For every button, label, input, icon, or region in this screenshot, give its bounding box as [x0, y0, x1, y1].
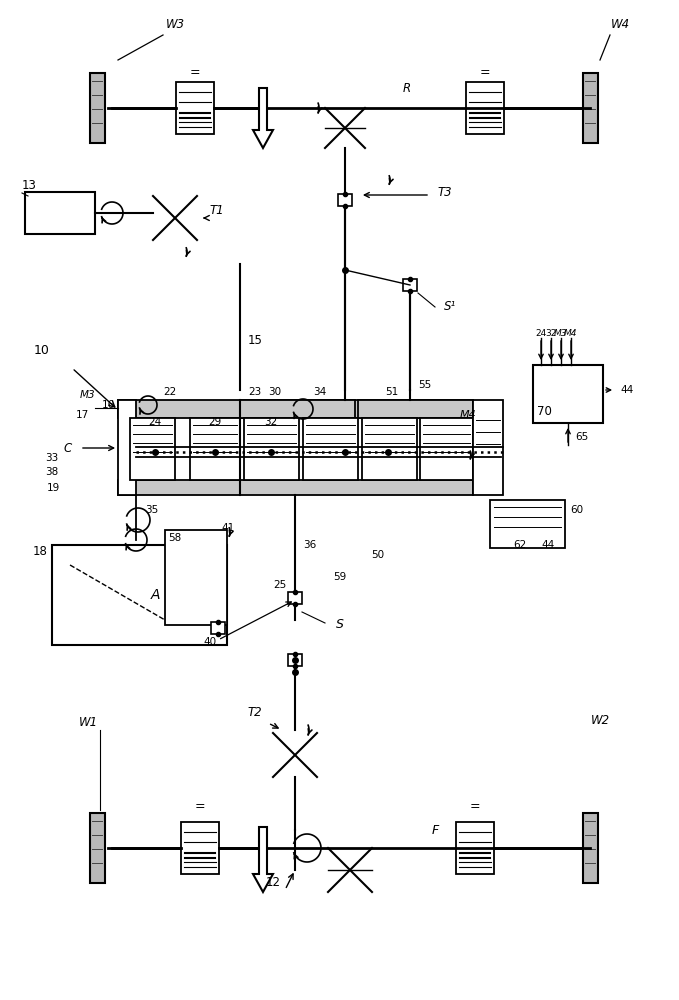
- Text: 58: 58: [168, 533, 181, 543]
- Bar: [130, 418, 175, 480]
- Bar: [583, 813, 598, 883]
- Text: 22: 22: [164, 387, 177, 397]
- Bar: [118, 400, 473, 418]
- Text: F: F: [431, 824, 439, 836]
- Text: 23: 23: [249, 387, 261, 397]
- Text: W1: W1: [79, 716, 98, 728]
- Text: 30: 30: [268, 387, 282, 397]
- Bar: [240, 400, 355, 418]
- Text: S¹: S¹: [444, 300, 456, 314]
- Text: =: =: [470, 800, 480, 814]
- Text: 44: 44: [621, 385, 634, 395]
- Text: T2: T2: [248, 706, 262, 720]
- Text: 29: 29: [208, 417, 221, 427]
- Bar: [25, 192, 95, 234]
- Text: 32: 32: [545, 328, 557, 338]
- Text: 41: 41: [221, 523, 235, 533]
- Bar: [288, 654, 302, 666]
- Text: 25: 25: [274, 580, 287, 590]
- Text: 12: 12: [265, 876, 280, 888]
- Text: 24: 24: [535, 328, 547, 338]
- Bar: [583, 73, 598, 143]
- Bar: [190, 418, 240, 480]
- Text: 17: 17: [75, 410, 89, 420]
- Text: 60: 60: [570, 505, 583, 515]
- Bar: [244, 418, 299, 480]
- Text: 51: 51: [386, 387, 399, 397]
- Text: 59: 59: [333, 572, 346, 582]
- Bar: [362, 418, 417, 480]
- Text: M3: M3: [80, 390, 96, 400]
- Text: 16: 16: [101, 400, 115, 410]
- Text: 44: 44: [541, 540, 555, 550]
- Text: 19: 19: [47, 483, 60, 493]
- Text: M3: M3: [554, 328, 568, 338]
- Bar: [456, 822, 494, 874]
- Text: W4: W4: [610, 18, 629, 31]
- Bar: [473, 400, 503, 495]
- Text: 13: 13: [22, 179, 37, 192]
- Text: 24: 24: [149, 417, 162, 427]
- Text: M4: M4: [564, 328, 578, 338]
- Text: 10: 10: [34, 344, 50, 357]
- Text: 33: 33: [45, 453, 58, 463]
- Text: W3: W3: [166, 18, 185, 31]
- Bar: [181, 822, 219, 874]
- Polygon shape: [253, 88, 273, 148]
- Bar: [403, 279, 417, 291]
- Bar: [52, 545, 227, 645]
- Text: 70: 70: [537, 405, 552, 418]
- Text: T1: T1: [210, 204, 224, 217]
- Text: R: R: [403, 82, 411, 95]
- Bar: [420, 418, 473, 480]
- Bar: [211, 622, 225, 634]
- Text: 40: 40: [204, 637, 217, 647]
- Text: A: A: [150, 588, 160, 602]
- Bar: [118, 400, 136, 495]
- Text: 36: 36: [303, 540, 316, 550]
- Text: =: =: [195, 800, 205, 814]
- Bar: [466, 82, 504, 134]
- Text: 62: 62: [513, 540, 527, 550]
- Text: 34: 34: [314, 387, 327, 397]
- Text: 15: 15: [248, 334, 263, 347]
- Text: 65: 65: [575, 432, 589, 442]
- Text: 55: 55: [418, 380, 431, 390]
- Text: =: =: [479, 66, 490, 80]
- Text: 32: 32: [264, 417, 278, 427]
- Bar: [165, 530, 227, 625]
- Bar: [338, 194, 352, 206]
- Bar: [533, 365, 603, 423]
- Bar: [90, 813, 105, 883]
- Bar: [358, 400, 473, 418]
- Bar: [90, 73, 105, 143]
- Text: =: =: [189, 66, 200, 80]
- Text: 50: 50: [371, 550, 384, 560]
- Text: 35: 35: [145, 505, 159, 515]
- Bar: [176, 82, 214, 134]
- Text: 18: 18: [33, 545, 48, 558]
- Text: 38: 38: [45, 467, 58, 477]
- Text: C: C: [64, 442, 72, 454]
- Polygon shape: [253, 827, 273, 892]
- Bar: [303, 418, 358, 480]
- Text: T3: T3: [438, 186, 452, 200]
- Text: S: S: [336, 618, 344, 632]
- Text: W2: W2: [591, 714, 610, 726]
- Bar: [490, 500, 565, 548]
- Bar: [118, 480, 473, 495]
- Bar: [288, 592, 302, 604]
- Text: M4: M4: [460, 410, 477, 420]
